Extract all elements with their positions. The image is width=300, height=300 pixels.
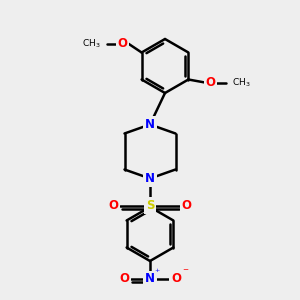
Text: CH$_3$: CH$_3$: [232, 76, 250, 89]
Text: N: N: [145, 272, 155, 286]
Text: $^-$: $^-$: [181, 267, 190, 278]
Text: CH$_3$: CH$_3$: [82, 37, 101, 50]
Text: O: O: [119, 272, 129, 286]
Text: N: N: [145, 172, 155, 185]
Text: $^+$: $^+$: [153, 268, 160, 277]
Text: O: O: [171, 272, 181, 286]
Text: N: N: [145, 118, 155, 131]
Text: O: O: [118, 37, 128, 50]
Text: O: O: [205, 76, 215, 89]
Text: O: O: [108, 199, 118, 212]
Text: O: O: [182, 199, 192, 212]
Text: S: S: [146, 199, 154, 212]
